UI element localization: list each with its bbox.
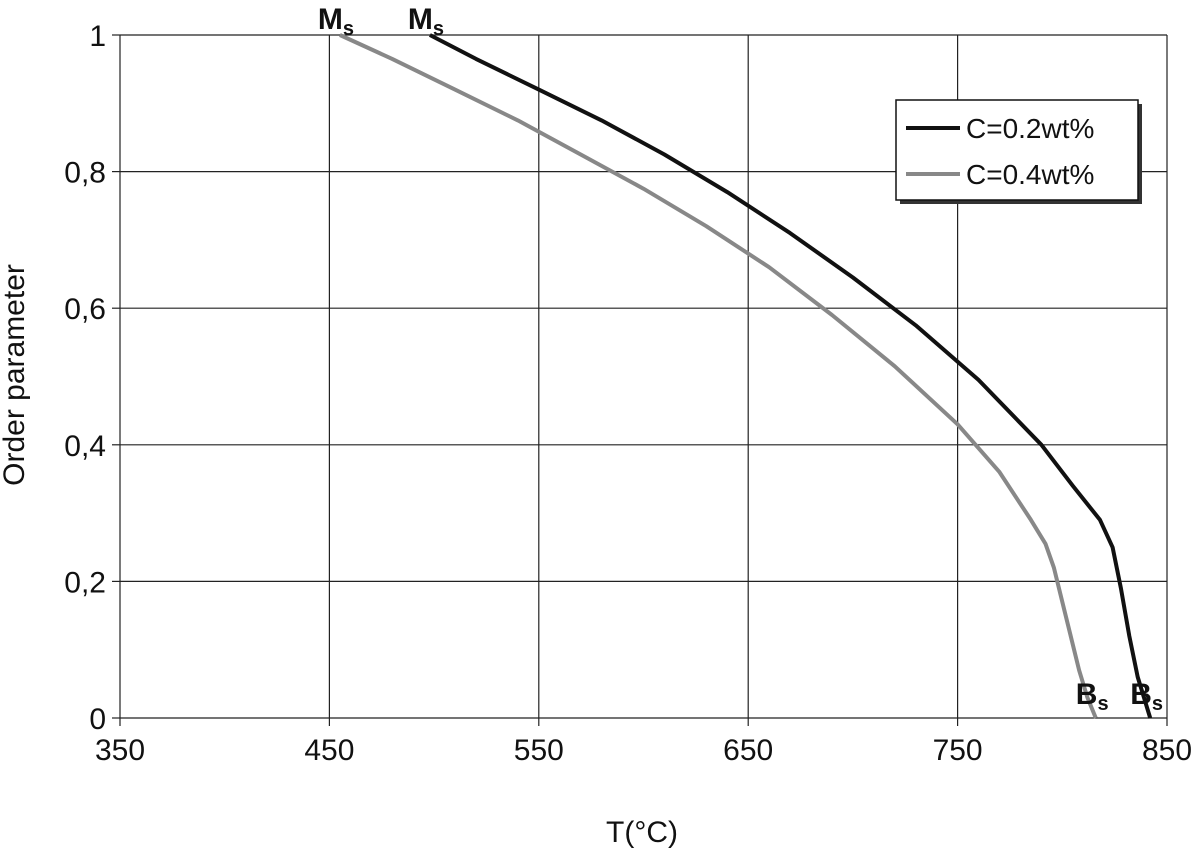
x-tick-label: 650 <box>723 734 773 767</box>
x-tick-label: 750 <box>933 734 983 767</box>
y-tick-label: 0,2 <box>64 566 106 599</box>
annotations: Ms Ms Bs Bs <box>318 3 1163 715</box>
annotation-ms-gray: Ms <box>318 3 354 40</box>
x-tick-label: 850 <box>1142 734 1192 767</box>
y-axis-title: Order parameter <box>0 264 31 486</box>
y-tick-label: 0 <box>89 703 106 736</box>
legend: C=0.2wt% C=0.4wt% <box>895 99 1142 204</box>
x-axis-title: T(°C) <box>606 816 678 849</box>
x-tick-label: 550 <box>514 734 564 767</box>
x-tick-labels: 350 450 550 650 750 850 <box>95 734 1192 767</box>
y-tick-labels: 0 0,2 0,4 0,6 0,8 1 <box>64 20 106 736</box>
legend-label-c02: C=0.2wt% <box>966 113 1094 144</box>
y-tick-label: 1 <box>89 20 106 53</box>
annotation-bs-black: Bs <box>1130 678 1163 715</box>
legend-box <box>895 99 1139 201</box>
x-tick-label: 450 <box>304 734 354 767</box>
y-tick-label: 0,6 <box>64 293 106 326</box>
annotation-bs-gray: Bs <box>1076 678 1109 715</box>
annotation-ms-black: Ms <box>408 3 444 40</box>
y-tick-label: 0,8 <box>64 157 106 190</box>
series-lines <box>339 33 1153 719</box>
y-tick-label: 0,4 <box>64 430 106 463</box>
x-tick-label: 350 <box>95 734 145 767</box>
series-line-0 <box>428 33 1153 719</box>
series-line-1 <box>339 33 1098 719</box>
legend-label-c04: C=0.4wt% <box>966 159 1094 190</box>
